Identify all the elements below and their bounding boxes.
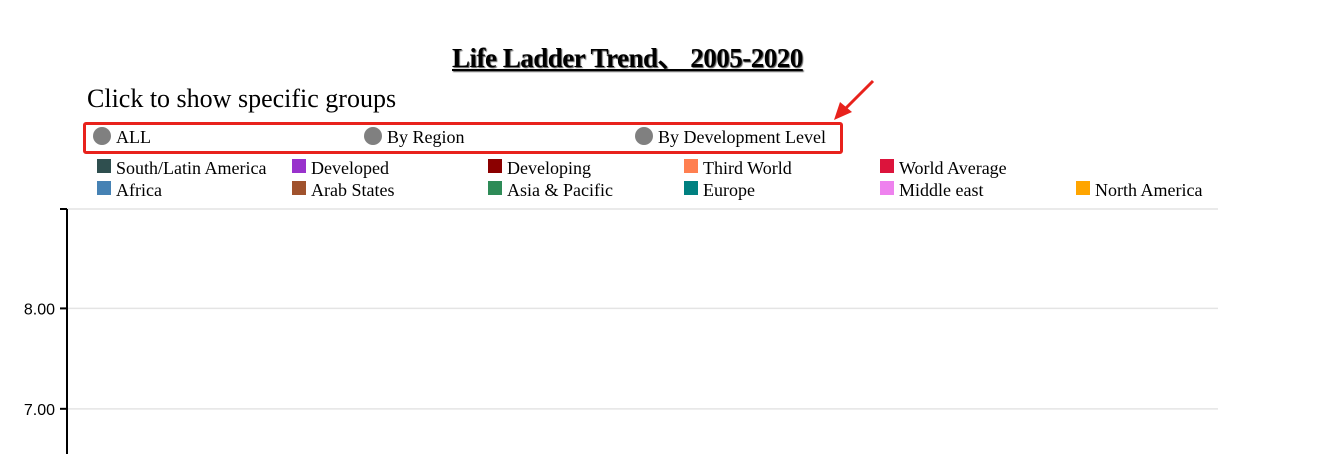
legend-label: Middle east [899,179,984,200]
filter-label-by-region: By Region [387,126,465,147]
chart-title: Life Ladder Trend、 2005-2020 [452,43,803,73]
legend-swatch [488,181,502,195]
legend-item-asia-pacific[interactable]: Asia & Pacific [488,180,613,200]
legend-swatch [880,159,894,173]
legend-label: Asia & Pacific [507,179,613,200]
legend-item-middle-east[interactable]: Middle east [880,180,983,200]
legend-label: North America [1095,179,1203,200]
radio-dot-icon [364,127,382,145]
legend-label: Developed [311,157,389,178]
legend-label: Europe [703,179,755,200]
red-arrow-icon [834,79,875,120]
filter-option-by-development-level[interactable]: By Development Level [635,124,826,150]
legend-swatch [488,159,502,173]
legend-item-africa[interactable]: Africa [97,180,162,200]
y-tick-label: 7.00 [24,402,55,419]
instruction-text: Click to show specific groups [87,84,397,113]
radio-dot-icon [635,127,653,145]
legend-swatch [1076,181,1090,195]
legend-swatch [684,159,698,173]
legend-label: Arab States [311,179,395,200]
legend-label: World Average [899,157,1007,178]
legend-label: Third World [703,157,792,178]
filter-option-by-region[interactable]: By Region [364,124,465,150]
legend-item-south-latin-america[interactable]: South/Latin America [97,158,266,178]
y-tick-label: 8.00 [24,301,55,318]
legend-swatch [97,159,111,173]
filter-label-all: ALL [116,126,151,147]
legend-item-third-world[interactable]: Third World [684,158,792,178]
legend-item-developed[interactable]: Developed [292,158,389,178]
legend-swatch [292,159,306,173]
legend-label: Africa [116,179,162,200]
legend-label: South/Latin America [116,157,267,178]
filter-option-all[interactable]: ALL [93,124,151,150]
legend-item-developing[interactable]: Developing [488,158,591,178]
filter-label-by-development-level: By Development Level [658,126,826,147]
gridlines [67,208,1218,410]
legend-item-arab-states[interactable]: Arab States [292,180,394,200]
legend-item-world-average[interactable]: World Average [880,158,1007,178]
legend-swatch [292,181,306,195]
legend-item-north-america[interactable]: North America [1076,180,1202,200]
legend-swatch [684,181,698,195]
filter-options-highlight [83,122,843,154]
legend-label: Developing [507,157,591,178]
radio-dot-icon [93,127,111,145]
legend-swatch [97,181,111,195]
legend-item-europe[interactable]: Europe [684,180,755,200]
legend-swatch [880,181,894,195]
y-axis: 8.00 7.00 [24,208,68,454]
